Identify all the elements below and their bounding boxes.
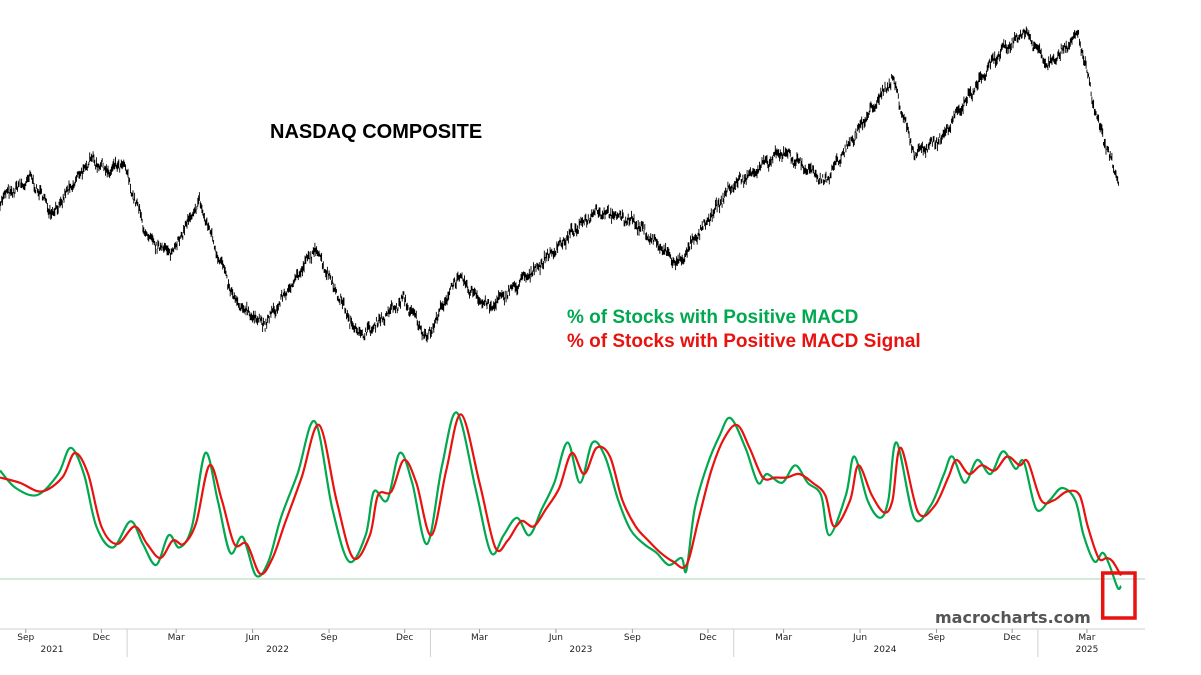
legend-positive-macd: % of Stocks with Positive MACD (567, 307, 858, 328)
nasdaq-panel (0, 26, 1119, 343)
x-year-label: 2023 (569, 645, 592, 655)
x-year-label: 2021 (41, 645, 64, 655)
x-tick-label: Mar (775, 633, 792, 643)
highlight-box (1100, 571, 1137, 620)
x-tick-label: Dec (699, 633, 716, 643)
nasdaq-price-bars (0, 26, 1119, 343)
x-tick-label: Jun (852, 633, 867, 643)
series-line-positive-macd (0, 411, 1122, 591)
x-tick-label: Sep (17, 633, 34, 643)
x-tick-label: Mar (168, 633, 185, 643)
legend-positive-macd-signal: % of Stocks with Positive MACD Signal (567, 331, 921, 352)
x-axis: Sep Dec Mar Jun Sep Dec Mar Jun Sep Dec Mar Jun Sep D… (0, 628, 1145, 657)
x-tick-label: Dec (396, 633, 413, 643)
nasdaq-title: NASDAQ COMPOSITE (270, 121, 482, 143)
x-tick-label: Sep (321, 633, 338, 643)
x-year-label: 2025 (1075, 645, 1098, 655)
x-tick-label: Mar (471, 633, 488, 643)
x-tick-label: Dec (1003, 633, 1020, 643)
watermark: macrocharts.com (935, 608, 1091, 627)
x-tick-label: Dec (93, 633, 110, 643)
series-line-positive-macd-signal (0, 413, 1122, 577)
macd-breadth-panel (0, 411, 1145, 620)
x-tick-label: Mar (1078, 633, 1095, 643)
x-tick-label: Jun (245, 633, 260, 643)
x-tick-label: Jun (548, 633, 563, 643)
x-year-label: 2024 (874, 645, 897, 655)
x-year-label: 2022 (266, 645, 289, 655)
x-tick-label: Sep (624, 633, 641, 643)
x-tick-label: Sep (928, 633, 945, 643)
